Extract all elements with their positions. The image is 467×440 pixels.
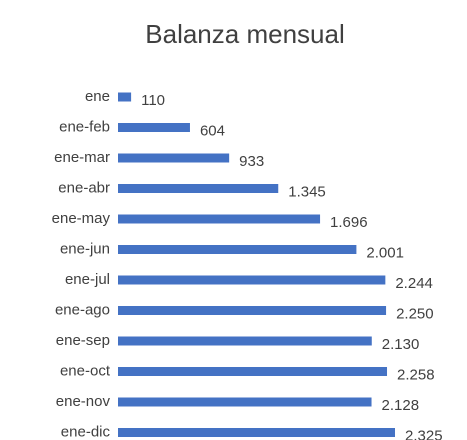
data-label: 933 — [239, 153, 264, 170]
y-tick-label: ene-dic — [61, 423, 111, 440]
y-tick-label: ene-feb — [59, 118, 110, 135]
y-tick-label: ene-jul — [65, 271, 110, 288]
y-tick-label: ene-sep — [56, 332, 110, 349]
data-label: 1.696 — [330, 214, 368, 231]
y-tick-label: ene-oct — [60, 362, 111, 379]
bar — [118, 214, 321, 224]
bar — [118, 92, 132, 102]
bar — [118, 306, 387, 315]
data-label: 604 — [200, 122, 225, 139]
bar — [118, 123, 190, 132]
y-tick-label: ene-jun — [60, 240, 110, 257]
bar — [118, 245, 357, 254]
data-label: 110 — [141, 92, 165, 109]
y-tick-label: ene-ago — [55, 301, 110, 318]
data-label: 2.250 — [396, 305, 434, 322]
chart-title: Balanza mensual — [145, 19, 344, 49]
y-tick-label: ene — [85, 88, 110, 105]
data-label: 2.001 — [366, 244, 404, 261]
data-label: 2.244 — [395, 275, 433, 292]
y-tick-label: ene-abr — [58, 179, 110, 196]
bar — [118, 153, 230, 163]
bar — [118, 428, 395, 437]
bar — [118, 275, 386, 285]
y-tick-label: ene-nov — [56, 393, 111, 410]
data-label: 2.130 — [382, 336, 420, 353]
data-label: 2.128 — [382, 397, 420, 414]
data-label: 2.258 — [397, 366, 435, 383]
bar — [118, 397, 372, 407]
bar — [118, 184, 279, 193]
data-label: 1.345 — [288, 183, 326, 200]
y-tick-label: ene-mar — [54, 149, 110, 166]
data-label: 2.325 — [405, 427, 443, 440]
bar — [118, 336, 372, 346]
y-tick-label: ene-may — [52, 210, 111, 227]
bar — [118, 367, 388, 376]
